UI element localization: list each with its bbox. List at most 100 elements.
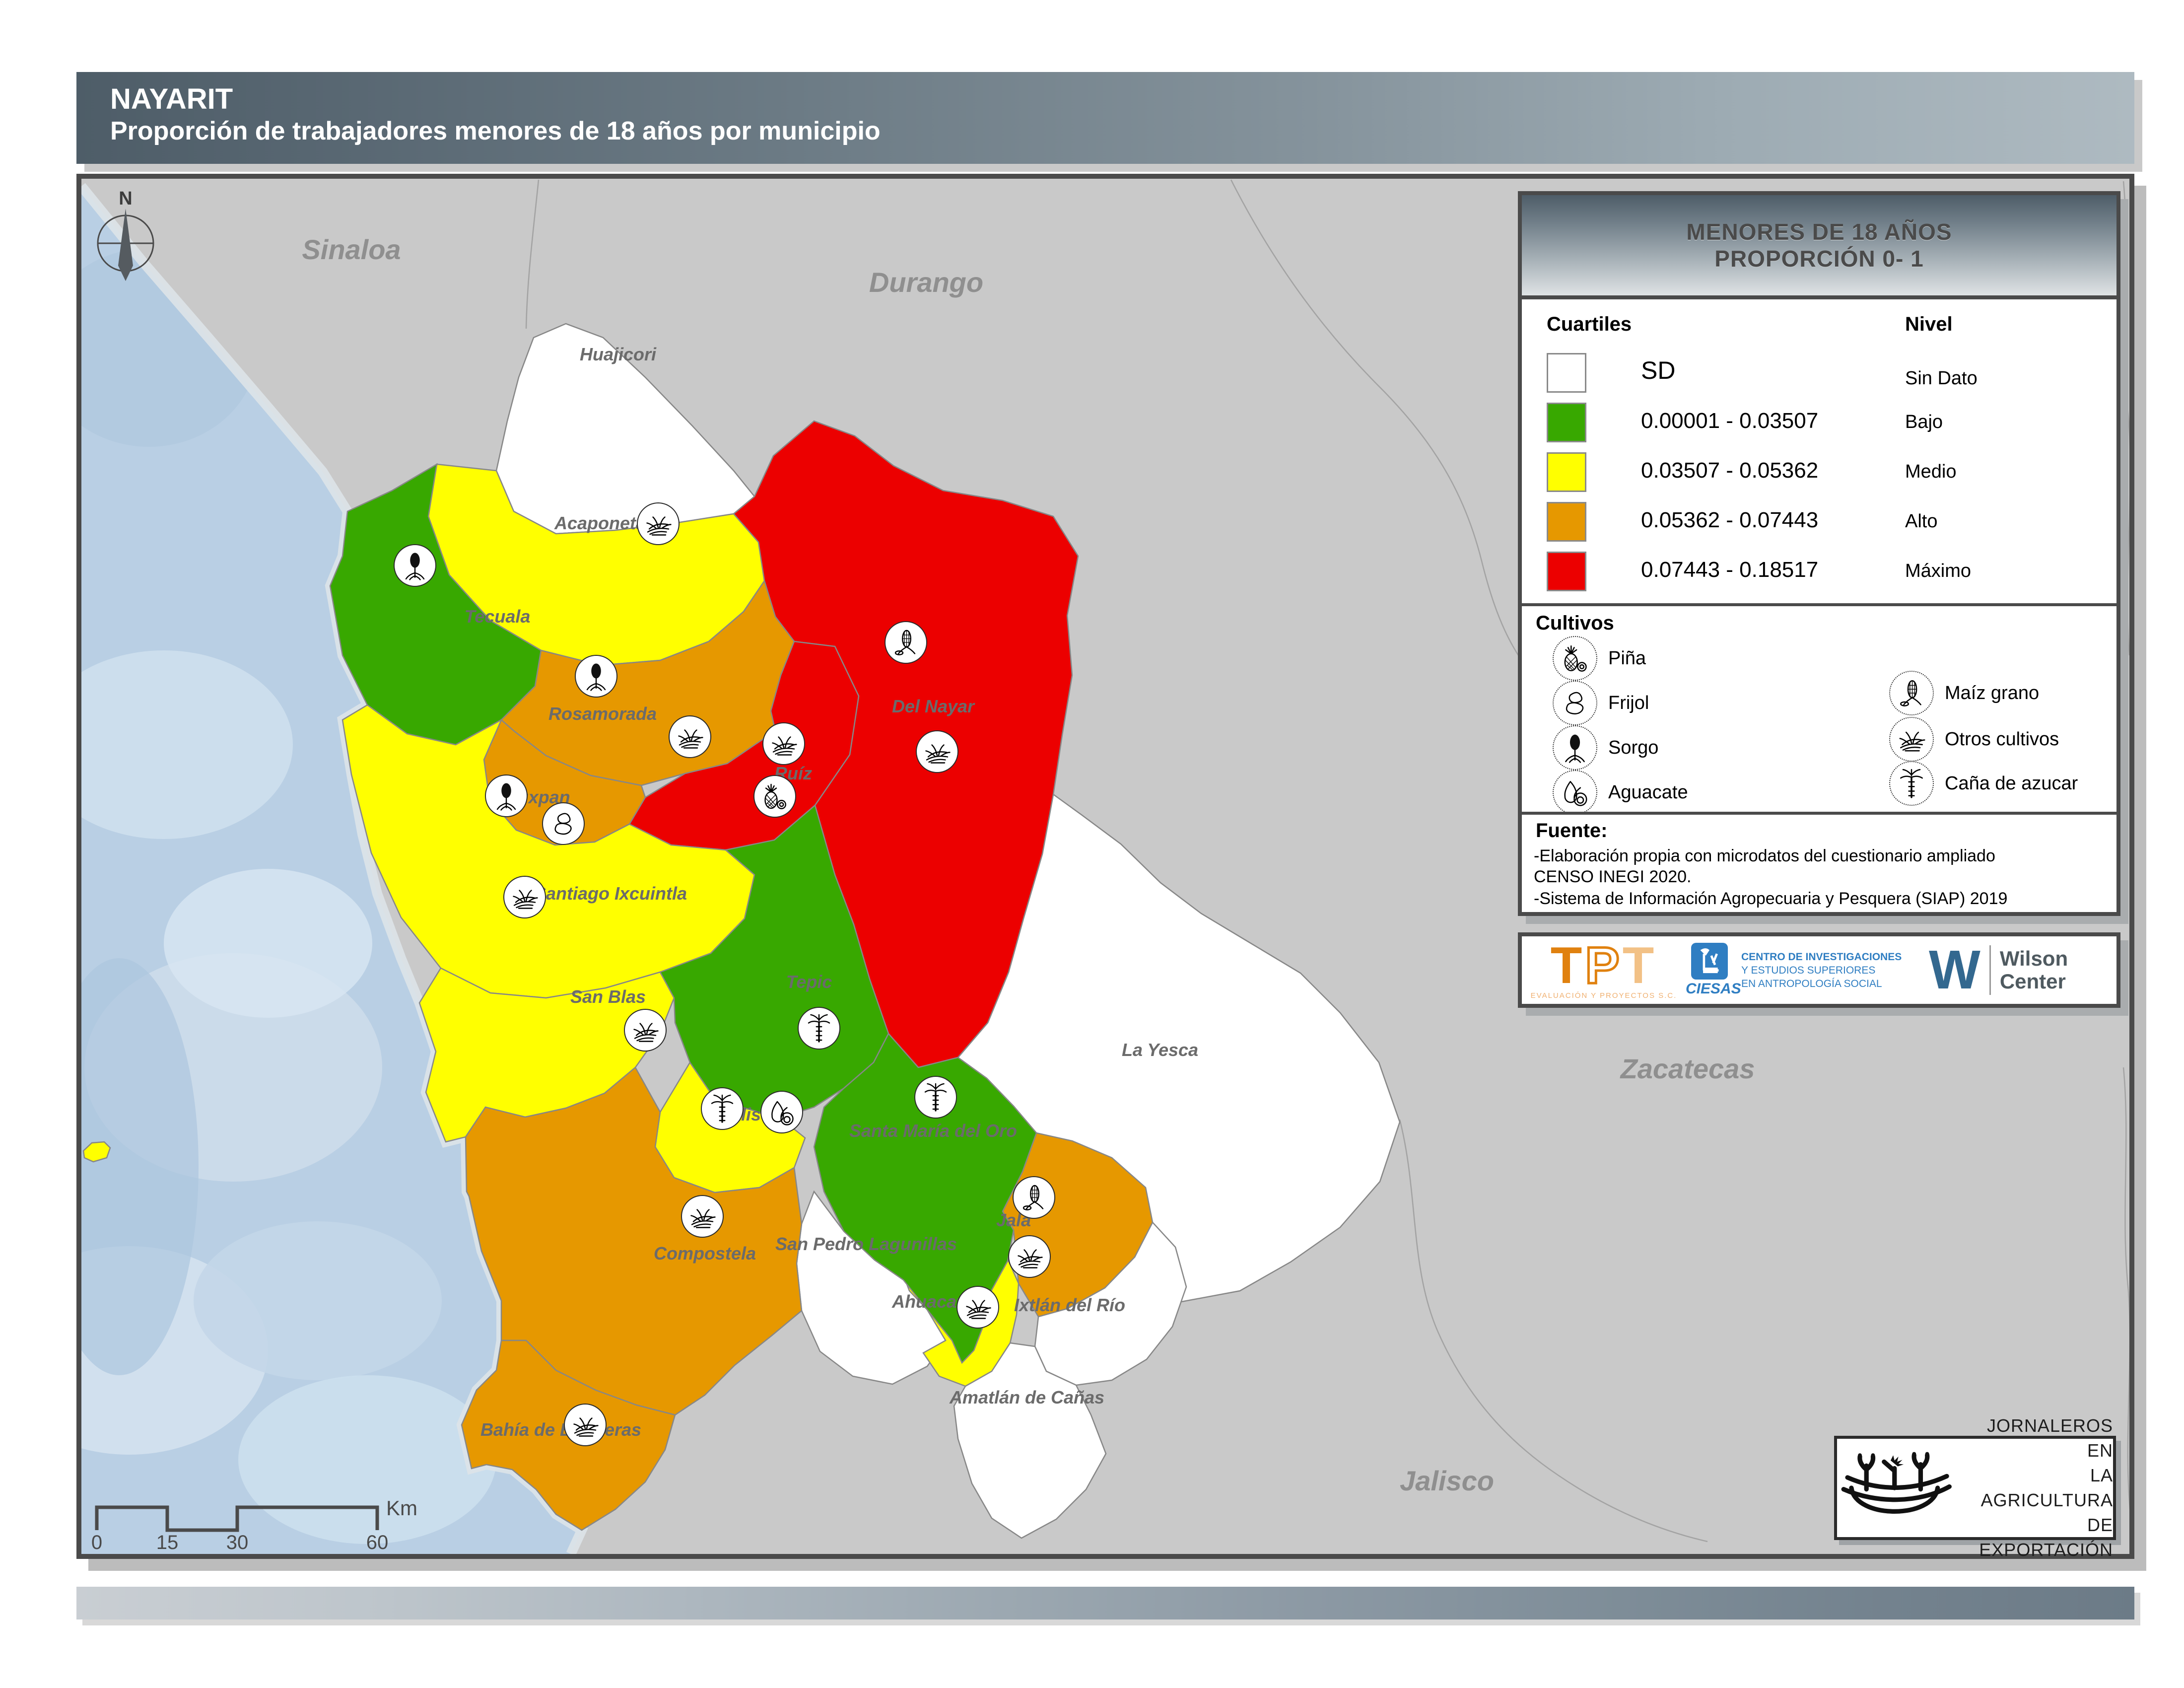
svg-text:60: 60: [366, 1532, 389, 1553]
state-label: Durango: [869, 267, 983, 298]
class-range: 0.00001 - 0.03507: [1641, 409, 1819, 433]
municipality-label: Bahía de Banderas: [480, 1419, 641, 1440]
corn-icon: [1889, 671, 1934, 715]
pina-icon: [753, 775, 796, 818]
other-crops-icon: [1889, 717, 1934, 762]
page-subtitle: Proporción de trabajadores menores de 18…: [110, 117, 881, 145]
municipality-label: Ixtlán del Río: [1014, 1295, 1125, 1315]
municipality-label: Huajicori: [580, 344, 657, 364]
otros-icon: [637, 502, 680, 545]
crop-legend-sorgo: Sorgo: [1553, 725, 1658, 770]
municipality-label: Compostela: [654, 1243, 756, 1264]
quartiles-header: Cuartiles: [1547, 313, 1632, 335]
cana-icon: [798, 1007, 840, 1050]
class-swatch-maximo: [1547, 552, 1586, 591]
svg-text:30: 30: [226, 1532, 249, 1553]
municipality-label: Santa María del Oro: [849, 1121, 1017, 1141]
scale-bar: 0 15 30 60 Km: [91, 1496, 417, 1553]
class-range: SD: [1641, 356, 1676, 384]
crops-header: Cultivos: [1536, 612, 1614, 634]
source-line: -Elaboración propia con microdatos del c…: [1534, 846, 1995, 865]
crop-legend-cana: Caña de azucar: [1889, 761, 2078, 806]
municipality-label: San Blas: [570, 986, 646, 1007]
tpt-caption: EVALUACIÓN Y PROYECTOS S.C.: [1530, 991, 1677, 1000]
ciesas-logo: CIESAS CENTRO DE INVESTIGACIONES Y ESTUD…: [1686, 943, 1919, 997]
crop-legend-otros: Otros cultivos: [1889, 717, 2059, 762]
compass-icon: N: [97, 188, 154, 281]
otros-icon: [564, 1404, 607, 1446]
aguacate-icon: [760, 1091, 803, 1133]
municipality-label: San Pedro Lagunillas: [775, 1234, 957, 1254]
title-bar: NAYARIT Proporción de trabajadores menor…: [76, 72, 2134, 164]
state-label: Zacatecas: [1620, 1053, 1755, 1084]
sugarcane-icon: [1889, 761, 1934, 806]
source-line: -Sistema de Información Agropecuaria y P…: [1534, 889, 2008, 908]
municipality-santa-maria-del-oro: [813, 1032, 1037, 1364]
svg-text:0: 0: [91, 1532, 102, 1553]
crop-legend-maiz: Maíz grano: [1889, 671, 2039, 715]
municipality-label: Santiago Ixcuintla: [534, 883, 687, 904]
municipality-label: Acaponeta: [554, 513, 646, 533]
legend-class-row: 0.07443 - 0.18517 Máximo: [1522, 547, 2116, 596]
class-level: Bajo: [1905, 412, 1943, 432]
class-swatch-bajo: [1547, 403, 1586, 442]
ciesas-icon: [1691, 943, 1728, 980]
municipality-label: Tecuala: [465, 606, 531, 627]
class-level: Sin Dato: [1905, 368, 1978, 389]
cana-icon: [914, 1076, 957, 1119]
class-level: Medio: [1905, 461, 1957, 482]
jornaleros-logo: JORNALEROS EN LA AGRICULTURA DE EXPORTAC…: [1834, 1415, 2116, 1560]
jornaleros-icon: [1841, 1452, 1952, 1514]
island-yellow: [82, 1141, 111, 1163]
municipality-amatlan-de-canas: [953, 1342, 1107, 1539]
legend-class-row: SD Sin Dato: [1522, 348, 2116, 398]
municipality-label: La Yesca: [1122, 1040, 1198, 1060]
frijol-icon: [542, 802, 585, 845]
legend-header: MENORES DE 18 AÑOS PROPORCIÓN 0- 1: [1522, 195, 2116, 295]
otros-icon: [916, 730, 958, 773]
otros-icon: [503, 876, 546, 918]
maiz-icon: [885, 621, 927, 664]
crop-legend-frijol: Frijol: [1553, 681, 1649, 725]
municipality-label: Amatlán de Cañas: [949, 1387, 1104, 1407]
cana-icon: [701, 1087, 744, 1130]
source-header: Fuente:: [1536, 820, 1608, 842]
otros-icon: [669, 715, 711, 758]
legend-class-row: 0.00001 - 0.03507 Bajo: [1522, 398, 2116, 447]
class-swatch-medio: [1547, 452, 1586, 492]
bean-icon: [1553, 681, 1597, 725]
page-title: NAYARIT: [110, 83, 233, 115]
class-range: 0.05362 - 0.07443: [1641, 508, 1819, 532]
otros-icon: [956, 1286, 999, 1329]
otros-icon: [762, 722, 805, 765]
bottom-gradient-bar: [76, 1587, 2134, 1619]
state-label: Sinaloa: [302, 234, 401, 265]
sorghum-icon: [1553, 725, 1597, 770]
sorgo-icon: [485, 774, 528, 817]
legend-class-row: 0.05362 - 0.07443 Alto: [1522, 497, 2116, 547]
svg-text:15: 15: [156, 1532, 179, 1553]
class-range: 0.07443 - 0.18517: [1641, 558, 1819, 582]
sorgo-icon: [394, 544, 436, 587]
municipality-compostela: [465, 1066, 803, 1416]
class-range: 0.03507 - 0.05362: [1641, 458, 1819, 483]
otros-icon: [681, 1195, 724, 1238]
otros-icon: [624, 1009, 667, 1052]
municipality-label: Rosamorada: [548, 703, 657, 724]
logos-panel: TPT EVALUACIÓN Y PROYECTOS S.C. CIESAS C…: [1518, 932, 2120, 1008]
avocado-icon: [1553, 770, 1597, 815]
crop-legend-pina: Piña: [1553, 636, 1646, 681]
legend-title-line2: PROPORCIÓN 0- 1: [1714, 246, 1924, 272]
level-header: Nivel: [1905, 313, 1953, 335]
tpt-logo: TPT EVALUACIÓN Y PROYECTOS S.C.: [1522, 938, 1686, 1000]
source-line: CENSO INEGI 2020.: [1534, 867, 1692, 886]
class-swatch-alto: [1547, 502, 1586, 542]
pineapple-icon: [1553, 636, 1597, 681]
sorgo-icon: [575, 655, 617, 698]
legend-panel: MENORES DE 18 AÑOS PROPORCIÓN 0- 1 Cuart…: [1518, 191, 2120, 916]
class-level: Alto: [1905, 511, 1938, 532]
class-swatch-sd: [1547, 353, 1586, 393]
class-level: Máximo: [1905, 561, 1972, 581]
otros-icon: [1008, 1235, 1051, 1278]
